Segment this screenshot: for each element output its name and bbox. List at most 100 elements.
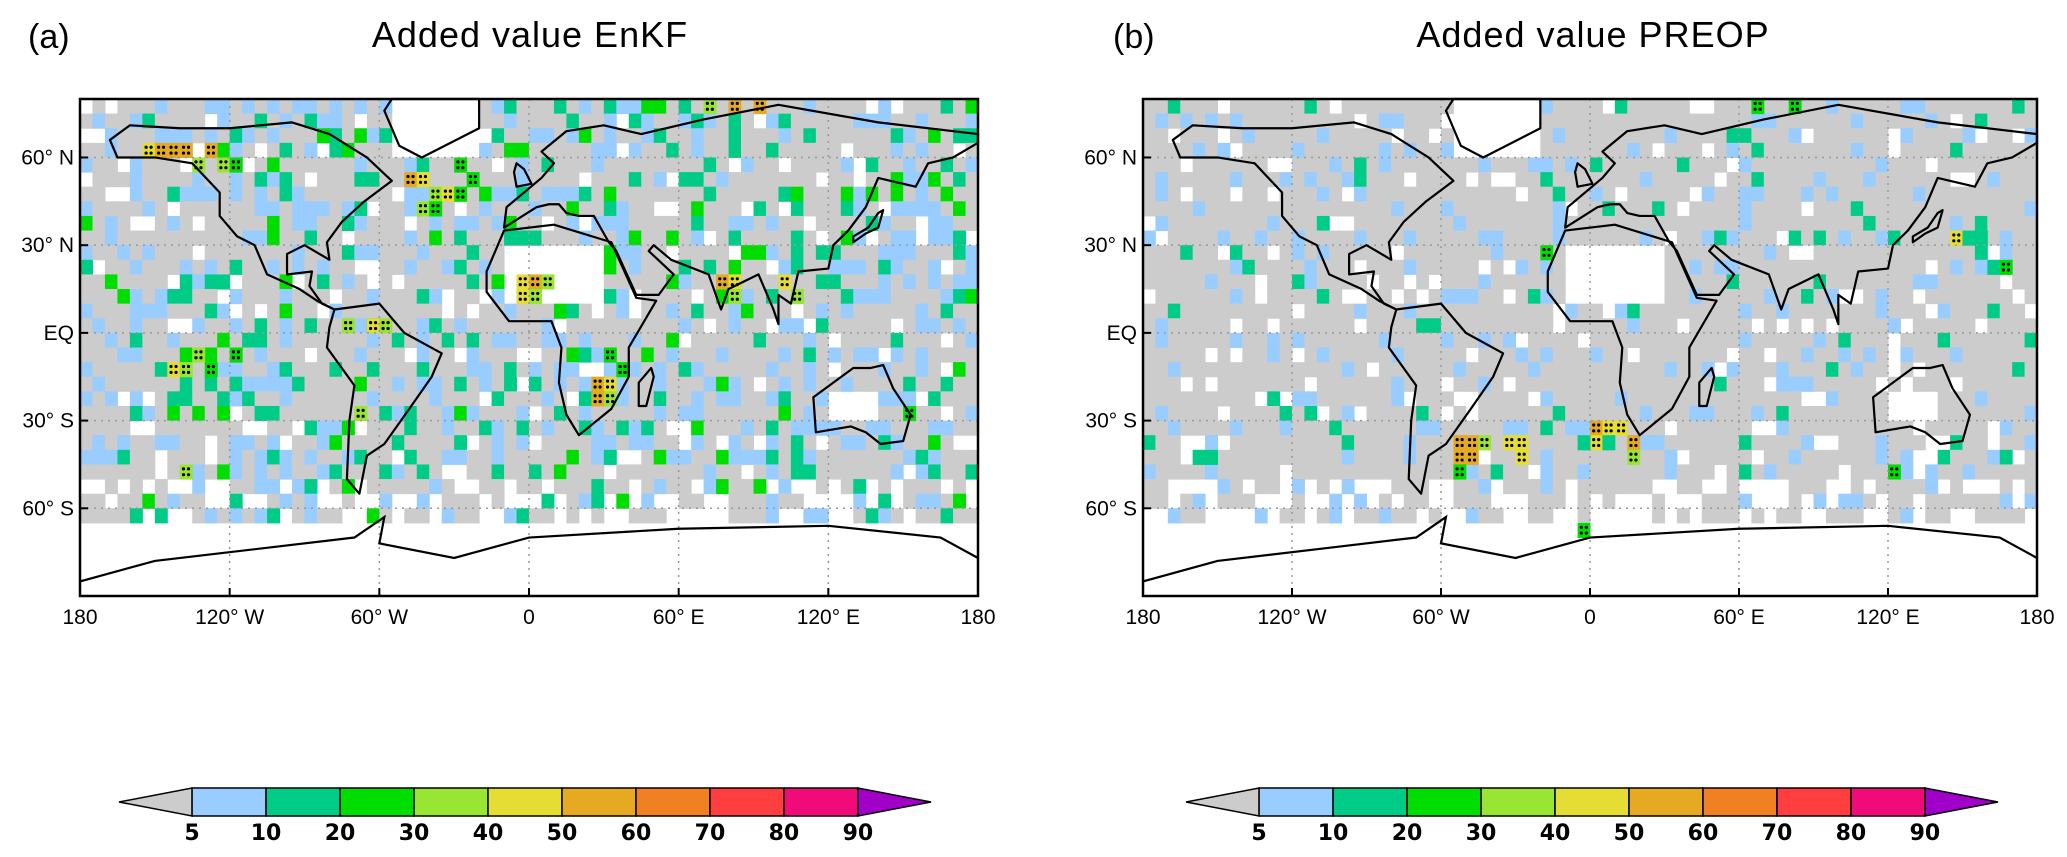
- grid-cell: [741, 347, 754, 363]
- grid-cell: [1925, 99, 1939, 115]
- grid-cell: [1714, 318, 1728, 334]
- grid-cell: [1205, 464, 1218, 480]
- grid-cell: [653, 157, 667, 173]
- grid-cell: [1652, 318, 1665, 334]
- grid-cell: [803, 201, 817, 217]
- grid-cell: [691, 157, 705, 173]
- significance-dot: [1592, 429, 1596, 433]
- grid-cell: [691, 142, 705, 158]
- grid-cell: [1254, 347, 1268, 363]
- grid-cell: [691, 449, 705, 465]
- grid-cell: [1875, 332, 1889, 348]
- grid-cell: [167, 405, 181, 422]
- grid-cell: [741, 508, 754, 524]
- grid-cell: [1403, 493, 1417, 509]
- significance-dot: [386, 326, 390, 331]
- significance-dot: [181, 151, 186, 155]
- grid-cell: [1577, 303, 1591, 319]
- grid-cell: [815, 508, 829, 524]
- grid-cell: [853, 128, 867, 144]
- grid-cell: [828, 99, 842, 115]
- grid-cell: [304, 318, 318, 334]
- grid-cell: [1825, 201, 1839, 217]
- grid-cell: [1776, 259, 1790, 275]
- grid-cell: [1304, 142, 1318, 158]
- grid-cell: [1813, 186, 1827, 202]
- significance-dot: [718, 277, 722, 281]
- grid-cell: [1999, 464, 2013, 480]
- grid-cell: [591, 347, 605, 363]
- grid-cell: [441, 215, 455, 232]
- grid-cell: [1180, 201, 1194, 217]
- grid-cell: [2024, 318, 2038, 334]
- grid-cell: [104, 245, 118, 261]
- lat-tick-label: 30° N: [21, 234, 74, 257]
- grid-cell: [1366, 303, 1380, 319]
- grid-cell: [167, 435, 181, 451]
- grid-cell: [1341, 318, 1355, 334]
- grid-cell: [1577, 508, 1591, 524]
- grid-cell: [1776, 245, 1790, 261]
- grid-cell: [1143, 391, 1156, 407]
- grid-cell: [404, 201, 418, 217]
- grid-cell: [1304, 99, 1318, 115]
- grid-cell: [1292, 464, 1305, 480]
- grid-cell: [391, 435, 405, 451]
- grid-cell: [267, 508, 281, 524]
- grid-cell: [1453, 201, 1467, 217]
- grid-cell: [1465, 289, 1479, 305]
- grid-cell: [1788, 157, 1802, 173]
- grid-cell: [915, 332, 929, 348]
- significance-dot: [610, 350, 615, 354]
- grid-cell: [1180, 172, 1194, 188]
- grid-cell: [840, 215, 854, 232]
- grid-cell: [591, 157, 605, 173]
- grid-cell: [1316, 142, 1330, 158]
- grid-cell: [1155, 201, 1169, 217]
- grid-cell: [1366, 420, 1380, 436]
- significance-dot: [735, 291, 739, 296]
- grid-cell: [242, 215, 256, 232]
- significance-dot: [1579, 525, 1583, 529]
- grid-cell: [803, 508, 817, 524]
- grid-cell: [292, 508, 305, 524]
- grid-cell: [404, 259, 418, 275]
- grid-cell: [217, 405, 231, 422]
- grid-cell: [1974, 113, 1988, 129]
- grid-cell: [516, 230, 530, 246]
- grid-cell: [1217, 157, 1231, 173]
- grid-cell: [903, 376, 917, 392]
- grid-cell: [1490, 230, 1504, 246]
- grid-cell: [391, 420, 405, 436]
- significance-dot: [461, 160, 465, 164]
- grid-cell: [304, 449, 318, 465]
- lon-tick-label: 120° W: [195, 606, 264, 629]
- grid-cell: [1441, 464, 1454, 480]
- significance-dot: [199, 160, 203, 164]
- colorbar-label: 80: [769, 821, 800, 846]
- grid-cell-highlight: [1602, 435, 1616, 451]
- grid-cell: [516, 405, 530, 422]
- grid-cell: [1292, 508, 1305, 524]
- grid-cell: [865, 201, 879, 217]
- grid-cell: [1875, 362, 1889, 378]
- grid-cell: [2024, 245, 2038, 261]
- grid-cell: [1254, 201, 1268, 217]
- grid-cell: [1503, 347, 1516, 363]
- grid-cell: [242, 259, 256, 275]
- grid-cell: [217, 362, 231, 378]
- grid-cell: [1888, 493, 1901, 509]
- grid-cell: [1937, 128, 1951, 144]
- grid-cell: [1937, 303, 1951, 319]
- grid-cell: [1143, 99, 1156, 115]
- grid-cell: [366, 303, 380, 319]
- grid-cell: [1180, 464, 1194, 480]
- grid-cell: [92, 172, 106, 188]
- grid-cell: [1838, 391, 1852, 407]
- significance-dot: [448, 195, 453, 199]
- significance-dot: [1790, 101, 1794, 105]
- grid-cell: [292, 405, 305, 422]
- grid-cell: [1664, 318, 1678, 334]
- grid-cell: [1962, 332, 1976, 348]
- grid-cell: [491, 201, 505, 217]
